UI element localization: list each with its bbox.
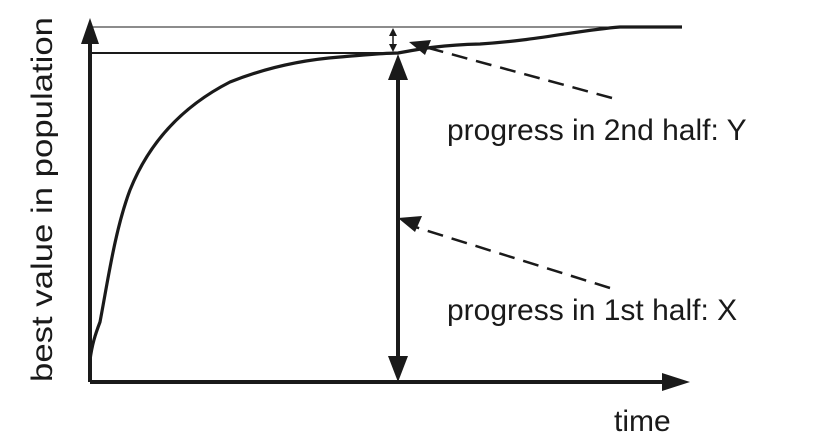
y-axis (81, 18, 99, 382)
y-axis-label: best value in population (26, 17, 59, 382)
first-half-label: progress in 1st half: X (447, 294, 737, 327)
second-half-label: progress in 2nd half: Y (447, 114, 747, 147)
best-value-curve (88, 25, 682, 361)
x-axis (90, 373, 690, 391)
first-half-pointer (398, 216, 611, 290)
second-half-pointer (409, 40, 613, 100)
x-axis-label: time (614, 405, 671, 438)
second-half-progress-arrow (389, 28, 397, 52)
